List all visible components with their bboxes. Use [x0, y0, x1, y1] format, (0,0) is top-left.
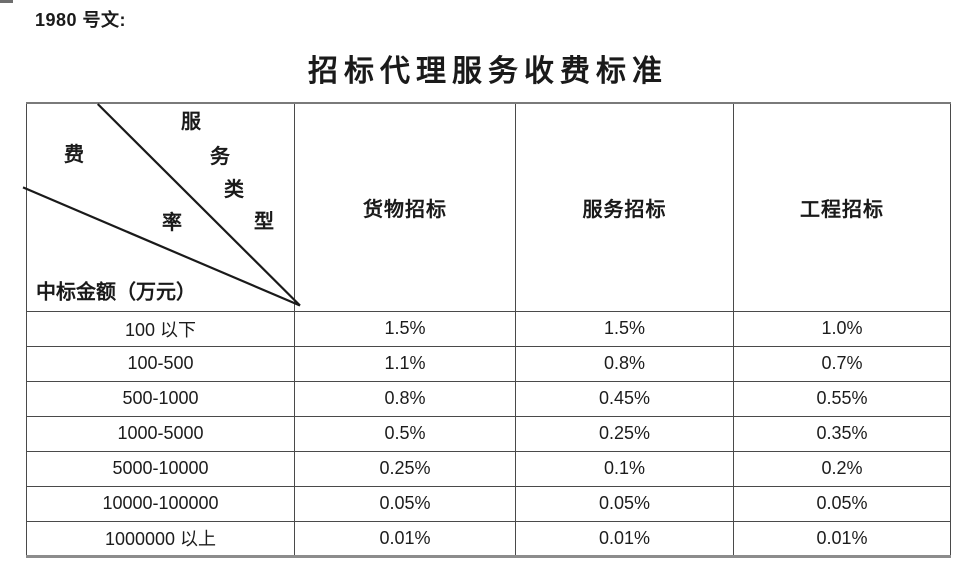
rate-cell: 0.05% [515, 485, 734, 522]
table-row: 10000-100000 0.05% 0.05% 0.05% [26, 485, 951, 522]
rate-cell: 1.1% [294, 345, 516, 382]
rate-cell: 0.8% [515, 345, 734, 382]
corner-axis-amount-label: 中标金额（万元） [36, 281, 196, 304]
rate-cell: 0.5% [294, 415, 516, 452]
rate-cell: 0.05% [733, 485, 951, 522]
rate-cell: 1.5% [294, 310, 516, 347]
rate-cell: 0.55% [733, 380, 951, 417]
amount-range-cell: 1000000 以上 [26, 520, 295, 557]
page-title: 招标代理服务收费标准 [308, 55, 668, 88]
corner-axis-service-type-char: 型 [254, 211, 274, 233]
column-header-service-bidding: 服务招标 [515, 102, 734, 312]
table-row: 5000-10000 0.25% 0.1% 0.2% [26, 450, 951, 487]
rate-cell: 0.25% [515, 415, 734, 452]
rate-cell: 0.35% [733, 415, 951, 452]
column-header-goods-bidding: 货物招标 [294, 102, 516, 312]
rate-cell: 0.05% [294, 485, 516, 522]
corner-axis-service-type-char: 服 [181, 111, 201, 133]
corner-axis-service-type-char: 务 [210, 146, 230, 168]
amount-range-cell: 500-1000 [26, 380, 295, 417]
document-ref-label: 1980 号文: [35, 10, 127, 30]
table-header-row: 服 务 类 型 费 率 中标金额（万元） 货物招标 服务招标 工程招标 [22, 102, 951, 312]
diagonal-lines [22, 103, 301, 307]
table-row: 1000-5000 0.5% 0.25% 0.35% [26, 415, 951, 452]
column-header-engineering-bidding: 工程招标 [733, 102, 951, 312]
amount-range-cell: 10000-100000 [26, 485, 295, 522]
rate-cell: 0.45% [515, 380, 734, 417]
rate-cell: 1.0% [733, 310, 951, 347]
rate-cell: 0.01% [294, 520, 516, 557]
corner-axis-rate-char: 费 [64, 144, 84, 166]
amount-range-cell: 100 以下 [26, 310, 295, 347]
rate-cell: 1.5% [515, 310, 734, 347]
rate-cell: 0.8% [294, 380, 516, 417]
corner-axis-service-type-char: 类 [224, 179, 244, 201]
amount-range-cell: 1000-5000 [26, 415, 295, 452]
screen-edge-artifact [0, 0, 13, 3]
rate-cell: 0.01% [733, 520, 951, 557]
rate-cell: 0.1% [515, 450, 734, 487]
rate-cell: 0.25% [294, 450, 516, 487]
table-row: 100 以下 1.5% 1.5% 1.0% [26, 310, 951, 347]
table-row: 500-1000 0.8% 0.45% 0.55% [26, 380, 951, 417]
table-row: 1000000 以上 0.01% 0.01% 0.01% [26, 520, 951, 557]
table-row: 100-500 1.1% 0.8% 0.7% [26, 345, 951, 382]
corner-axis-rate-char: 率 [162, 212, 182, 234]
diagonal-corner-cell: 服 务 类 型 费 率 中标金额（万元） [22, 102, 301, 312]
fee-standard-table: 服 务 类 型 费 率 中标金额（万元） 货物招标 服务招标 工程招标 100 … [22, 102, 951, 558]
amount-range-cell: 100-500 [26, 345, 295, 382]
rate-cell: 0.2% [733, 450, 951, 487]
rate-cell: 0.01% [515, 520, 734, 557]
amount-range-cell: 5000-10000 [26, 450, 295, 487]
rate-cell: 0.7% [733, 345, 951, 382]
